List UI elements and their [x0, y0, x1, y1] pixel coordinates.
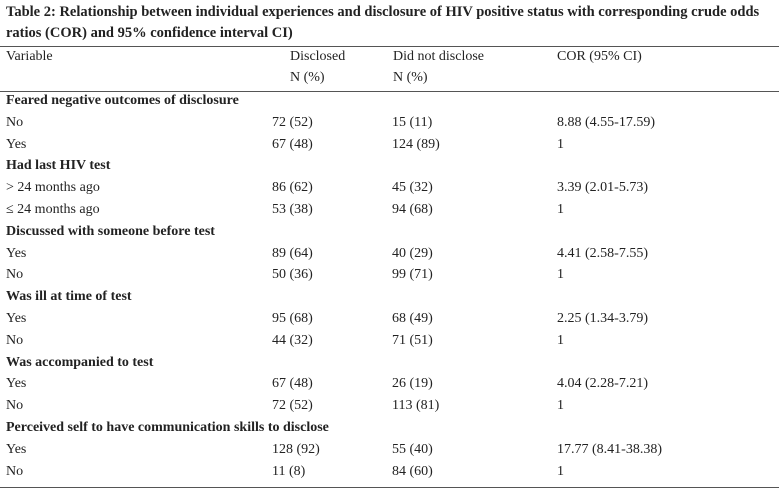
cell: 67 (48)	[272, 136, 313, 152]
row-label: ≤ 24 months ago	[6, 202, 100, 217]
top-rule	[0, 46, 779, 47]
cell: 55 (40)	[392, 441, 433, 457]
row-label: No	[6, 114, 24, 130]
column-subheader: N (%)	[290, 70, 325, 85]
cell: 67 (48)	[272, 376, 313, 392]
cell: 4.04 (2.28-7.21)	[557, 376, 648, 392]
cell: 53 (38)	[272, 202, 313, 217]
cell: 11 (8)	[272, 463, 306, 479]
row-label: Yes	[6, 376, 27, 392]
section-title: Had last HIV test	[6, 158, 111, 174]
cell: 1	[557, 398, 564, 414]
cell: 45 (32)	[392, 180, 433, 196]
column-subheader: N (%)	[393, 70, 428, 85]
cell: 44 (32)	[272, 332, 313, 348]
cell: 1	[557, 463, 564, 479]
section-title: Discussed with someone before test	[6, 223, 215, 239]
column-header: COR (95% CI)	[557, 49, 642, 64]
row-label: Yes	[6, 441, 27, 457]
row-label: Yes	[6, 136, 27, 152]
row-label: Yes	[6, 311, 27, 326]
row-label: > 24 months ago	[6, 180, 100, 196]
header-rule	[0, 91, 779, 92]
cell: 113 (81)	[392, 398, 440, 414]
cell: 128 (92)	[272, 441, 320, 457]
row-label: No	[6, 398, 24, 414]
cell: 1	[557, 332, 564, 348]
cell: 1	[557, 136, 564, 152]
row-label: No	[6, 463, 24, 479]
cell: 68 (49)	[392, 311, 433, 326]
cell: 86 (62)	[272, 180, 313, 196]
cell: 50 (36)	[272, 267, 313, 283]
cell: 3.39 (2.01-5.73)	[557, 180, 648, 196]
cell: 99 (71)	[392, 267, 433, 283]
section-title: Perceived self to have communication ski…	[6, 420, 329, 435]
cell: 72 (52)	[272, 398, 313, 414]
cell: 89 (64)	[272, 245, 313, 261]
cell: 8.88 (4.55-17.59)	[557, 114, 655, 130]
section-title: Feared negative outcomes of disclosure	[6, 93, 239, 108]
cell: 15 (11)	[392, 114, 433, 130]
cell: 1	[557, 267, 564, 283]
column-header: Variable	[6, 49, 53, 64]
section-title: Was ill at time of test	[6, 289, 132, 305]
column-header: Did not disclose	[393, 49, 484, 64]
row-label: Yes	[6, 245, 27, 261]
row-label: No	[6, 267, 24, 283]
cell: 84 (60)	[392, 463, 433, 479]
cell: 71 (51)	[392, 332, 433, 348]
column-header: Disclosed	[290, 49, 346, 64]
cell: 26 (19)	[392, 376, 433, 392]
cell: 94 (68)	[392, 202, 433, 217]
bottom-rule	[0, 487, 779, 488]
row-label: No	[6, 332, 24, 348]
cell: 40 (29)	[392, 245, 433, 261]
section-title: Was accompanied to test	[6, 354, 154, 370]
cell: 72 (52)	[272, 114, 313, 130]
cell: 17.77 (8.41-38.38)	[557, 441, 662, 457]
cell: 95 (68)	[272, 311, 313, 326]
cell: 1	[557, 202, 564, 217]
cell: 4.41 (2.58-7.55)	[557, 245, 648, 261]
table-title: Table 2: Relationship between individual…	[6, 4, 760, 41]
cell: 124 (89)	[392, 136, 440, 152]
cell: 2.25 (1.34-3.79)	[557, 311, 648, 326]
